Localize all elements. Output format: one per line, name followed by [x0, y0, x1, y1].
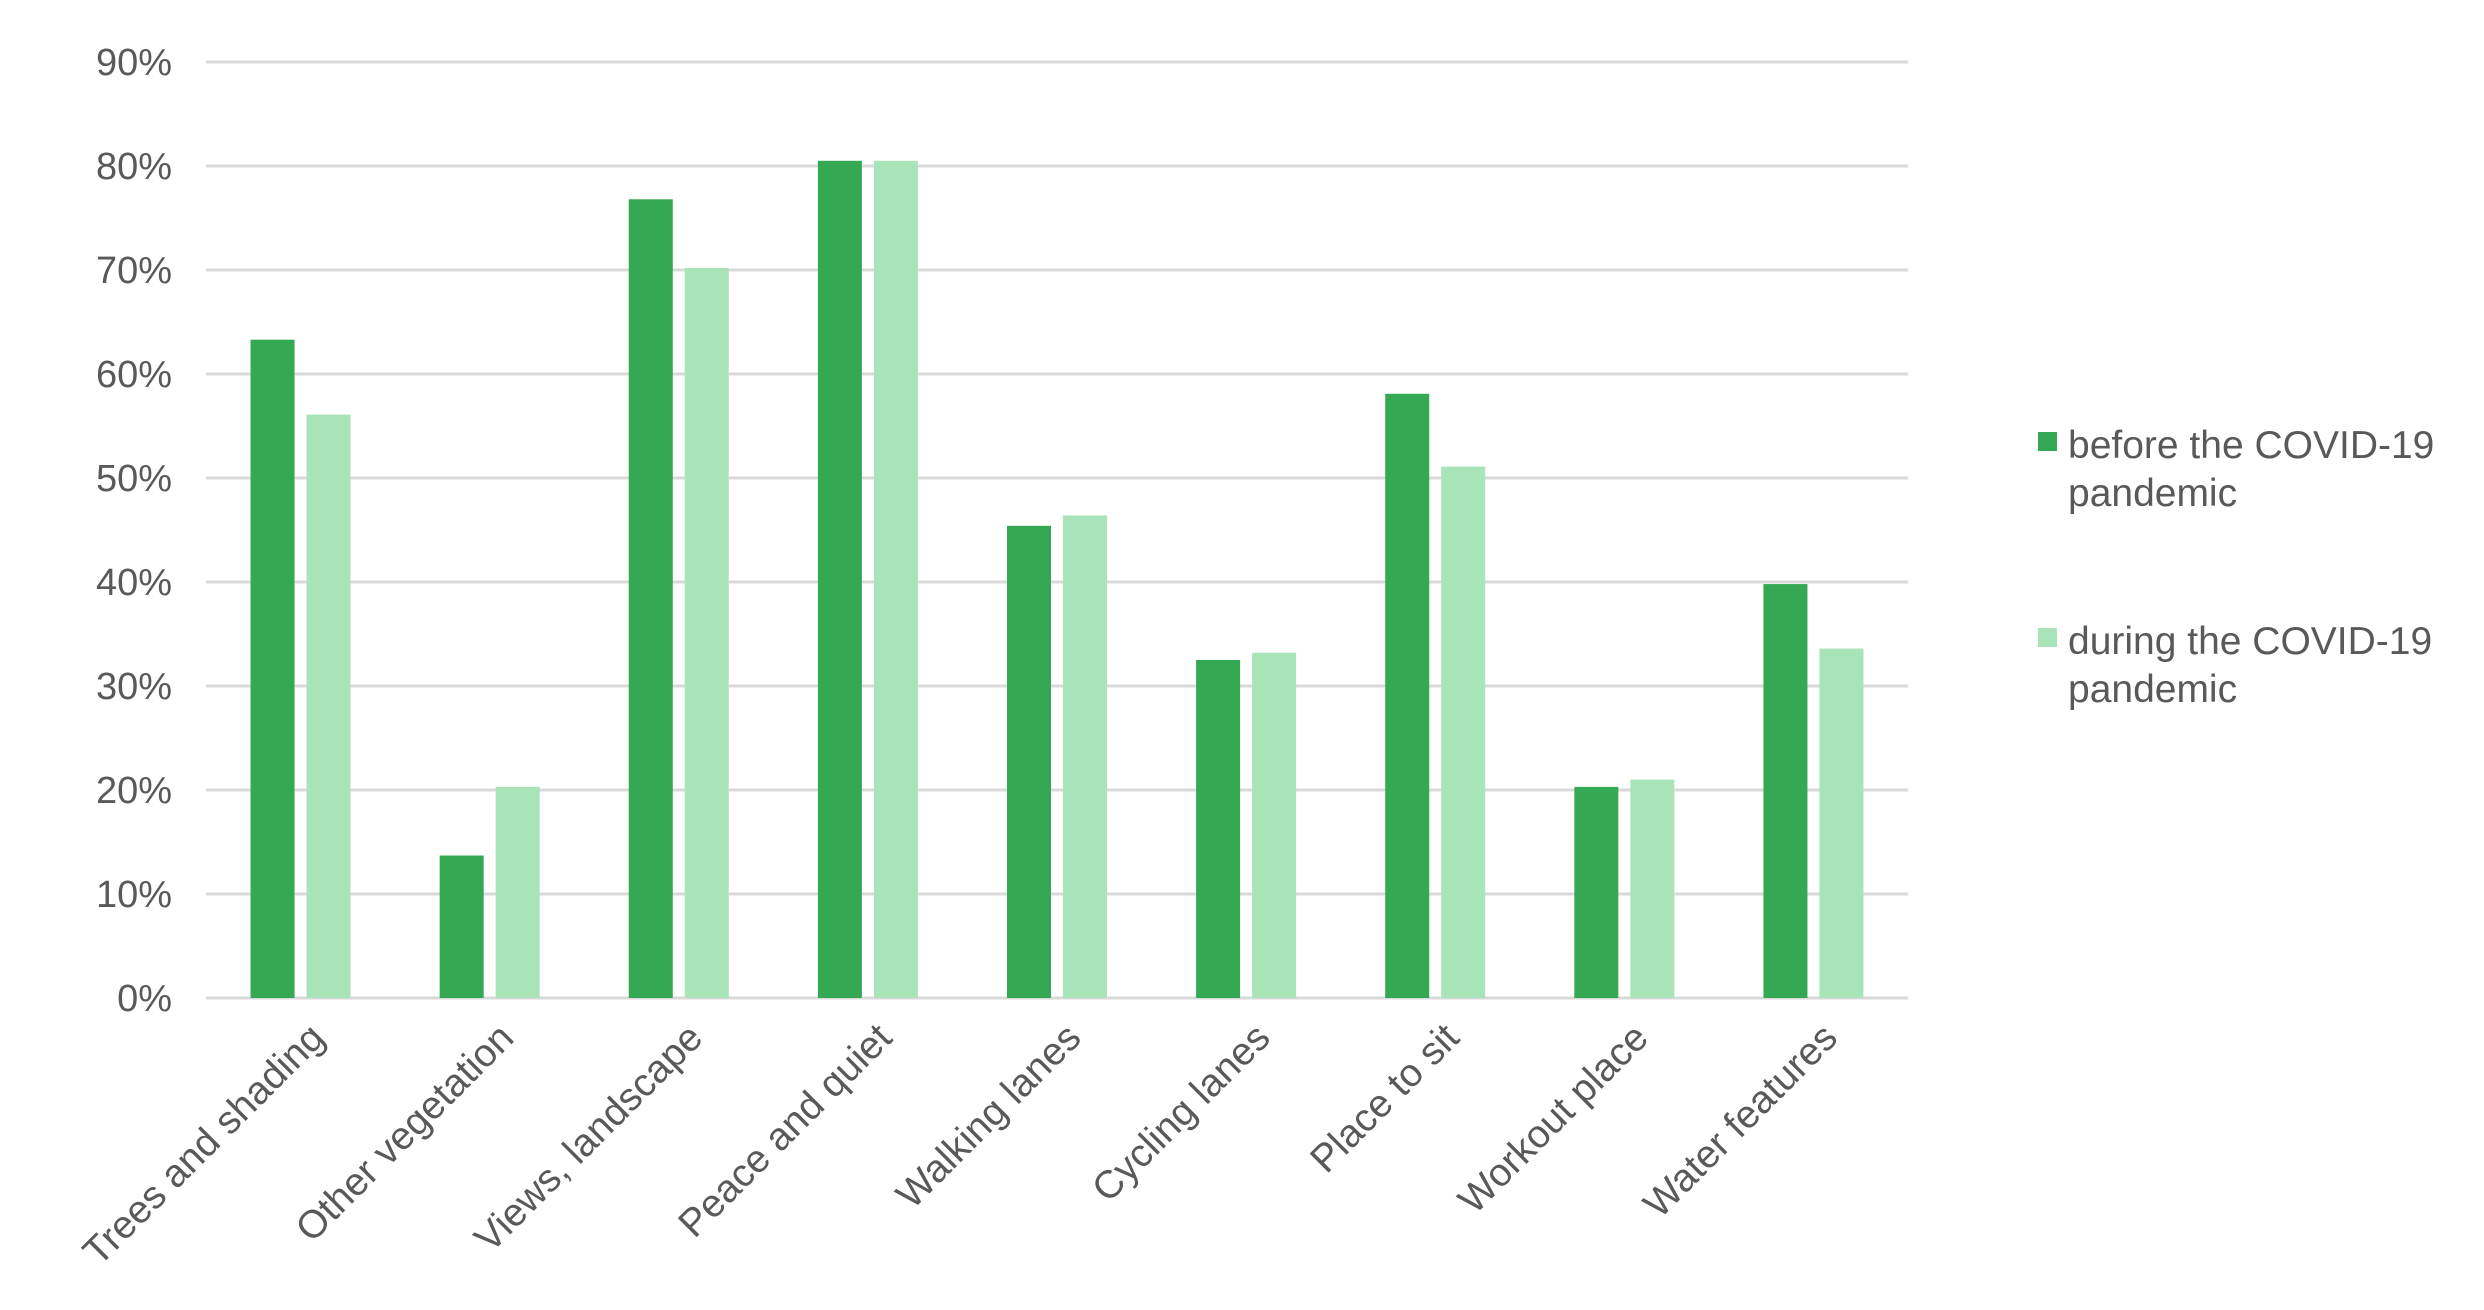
x-tick-label-water-features: Water features	[1636, 1016, 1846, 1226]
y-tick-label-90: 90%	[96, 42, 172, 84]
y-tick-label-30: 30%	[96, 666, 172, 708]
bar-walking-lanes-before	[1007, 525, 1051, 998]
x-tick-label-trees-and-shading: Trees and shading	[75, 1016, 333, 1274]
x-tick-label-workout-place: Workout place	[1451, 1016, 1657, 1222]
bar-workout-place-during	[1630, 779, 1675, 998]
bar-place-to-sit-before	[1385, 393, 1430, 998]
y-tick-label-70: 70%	[96, 250, 172, 292]
legend-swatch-before	[2038, 432, 2057, 451]
y-axis-tick-labels: 0% 10% 20% 30% 40% 50% 60% 70% 80% 90%	[96, 42, 172, 1020]
y-tick-label-10: 10%	[96, 874, 172, 916]
bar-walking-lanes-during	[1063, 515, 1107, 998]
bar-other-vegetation-before	[439, 855, 484, 998]
bar-peace-and-quiet-before	[817, 160, 862, 999]
gridlines	[206, 60, 1908, 1000]
y-tick-label-80: 80%	[96, 146, 172, 188]
x-tick-label-cycling-lanes: Cycling lanes	[1084, 1016, 1278, 1210]
bar-water-features-before	[1763, 584, 1808, 998]
bar-other-vegetation-during	[495, 786, 540, 998]
bar-peace-and-quiet-during	[873, 160, 918, 999]
bar-water-features-during	[1819, 648, 1864, 998]
x-tick-label-walking-lanes: Walking lanes	[888, 1016, 1089, 1217]
legend-label-before-line1: before the COVID-19	[2068, 424, 2434, 467]
y-tick-label-40: 40%	[96, 562, 172, 604]
bar-views-landscape-before	[628, 199, 673, 998]
bar-cycling-lanes-before	[1196, 660, 1241, 998]
y-tick-label-20: 20%	[96, 770, 172, 812]
bar-views-landscape-during	[684, 267, 729, 998]
legend-label-during-line1: during the COVID-19	[2068, 620, 2432, 663]
legend-swatch-during	[2038, 628, 2057, 647]
y-tick-label-50: 50%	[96, 458, 172, 500]
bar-trees-and-shading-during	[306, 414, 351, 998]
bar-cycling-lanes-during	[1252, 652, 1297, 998]
legend-label-during-line2: pandemic	[2068, 668, 2237, 711]
y-tick-label-0: 0%	[117, 978, 172, 1020]
y-tick-label-60: 60%	[96, 354, 172, 396]
bar-place-to-sit-during	[1441, 466, 1486, 998]
legend-label-before-line2: pandemic	[2068, 472, 2237, 515]
bars	[250, 160, 1864, 999]
bar-trees-and-shading-before	[250, 339, 295, 998]
x-tick-label-place-to-sit: Place to sit	[1302, 1016, 1467, 1181]
legend: before the COVID-19 pandemic during the CO…	[2038, 424, 2434, 711]
bar-workout-place-before	[1574, 786, 1619, 998]
